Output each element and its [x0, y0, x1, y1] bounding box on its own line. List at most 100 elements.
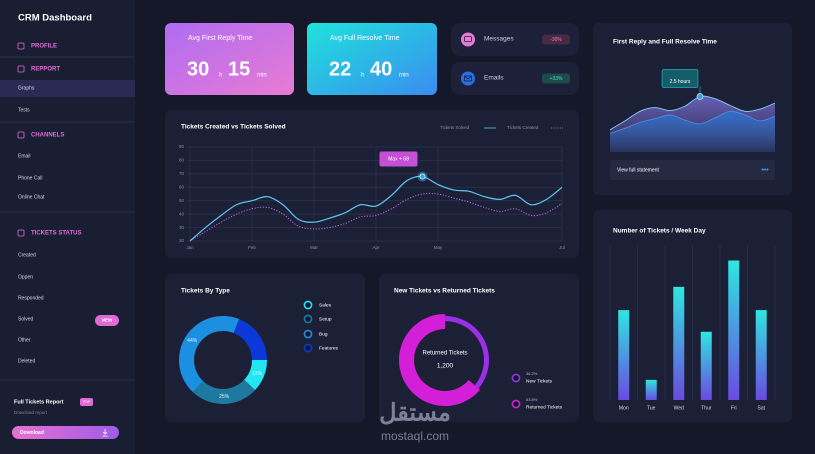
y-tick-label: 70 — [179, 171, 185, 176]
nav-item[interactable]: Other — [18, 337, 31, 343]
legend-marker — [303, 343, 313, 353]
nav-item[interactable]: Phone Call — [18, 175, 42, 181]
section-label[interactable]: TICKETS STATUS — [31, 231, 81, 237]
emails-icon-glyph — [464, 75, 472, 82]
kpi-card — [165, 23, 294, 95]
tooltip-text: Max + 68 — [388, 156, 409, 162]
bar — [755, 310, 767, 400]
donut-card — [379, 274, 579, 422]
kpi-minutes-unit: min — [399, 73, 409, 79]
legend-value: 36.2% — [526, 371, 538, 376]
report-title: Full Tickets Report — [14, 399, 64, 405]
statement-button[interactable] — [610, 160, 775, 180]
area-line — [609, 110, 776, 134]
nav-item[interactable]: Online Chat — [18, 194, 45, 200]
bar — [700, 331, 712, 400]
x-tick-label: Wed — [674, 405, 684, 411]
chart-title: First Reply and Full Resolve Time — [613, 39, 717, 46]
nav-item[interactable]: Oppen — [18, 274, 33, 280]
y-tick-label: 50 — [179, 198, 185, 203]
tooltip — [379, 151, 418, 167]
section-icon — [17, 65, 25, 73]
segment-label: 12% — [252, 371, 263, 377]
x-tick-label: Apr — [372, 245, 380, 250]
x-tick-label: Tue — [647, 405, 656, 411]
nav-item[interactable]: Tests — [18, 107, 30, 113]
donut-center-value: 1,200 — [437, 363, 454, 370]
series-line — [189, 175, 563, 242]
donut-center-label: Returned Tickets — [422, 351, 467, 357]
legend-label: Returned Tickets — [526, 404, 563, 410]
kpi-minutes: 40 — [370, 58, 392, 80]
donut-segment — [244, 360, 267, 391]
bar — [645, 379, 657, 400]
report-subtitle: Download report — [14, 410, 48, 415]
chart-title: Number of Tickets / Week Day — [613, 228, 706, 235]
legend-label: Bug — [319, 331, 328, 337]
legend-marker — [303, 300, 313, 310]
download-button[interactable] — [12, 426, 119, 439]
legend-marker — [303, 329, 313, 339]
donut-segment — [192, 379, 256, 404]
x-tick-label: Jul — [559, 245, 565, 250]
watermark-arabic: مستقل — [379, 399, 451, 426]
more-dots[interactable]: ••• — [761, 167, 769, 174]
sidebar — [0, 0, 135, 454]
nav-item[interactable]: Email — [18, 153, 31, 159]
nav-item[interactable]: Responded — [18, 295, 44, 301]
section-icon — [17, 42, 25, 50]
legend-label: Features — [319, 345, 339, 351]
series-line — [189, 192, 563, 242]
x-tick-label: Thur — [701, 405, 712, 411]
nav-item[interactable]: Graphs — [18, 85, 35, 91]
channel-card[interactable] — [451, 23, 579, 56]
download-button-text[interactable]: Download — [20, 430, 44, 436]
segment-label: 44% — [187, 338, 198, 344]
y-tick-label: 80 — [179, 158, 185, 163]
legend-marker — [511, 399, 521, 409]
statement-button-text[interactable]: View full statement — [617, 167, 659, 173]
bar — [673, 286, 685, 400]
y-tick-label: 60 — [179, 184, 185, 189]
kpi-minutes: 15 — [228, 58, 250, 80]
x-tick-label: Mon — [619, 405, 629, 411]
kpi-hours-unit: h — [219, 73, 222, 79]
channel-change: -30% — [550, 37, 562, 43]
y-tick-label: 30 — [179, 225, 185, 230]
legend-label: Tickets Solved — [440, 125, 470, 130]
y-tick-label: 40 — [179, 211, 185, 216]
section-label[interactable]: REPPORT — [31, 67, 60, 73]
kpi-hours: 22 — [329, 58, 351, 80]
tooltip-marker — [696, 93, 704, 100]
nav-item[interactable]: Created — [18, 252, 36, 258]
chart-title: Tickets Created vs Tickets Solved — [181, 124, 286, 131]
tooltip-text: 2.5 hours — [670, 79, 691, 85]
nav-item[interactable]: Solved — [18, 316, 34, 322]
x-tick-label: Mar — [310, 245, 318, 250]
section-icon — [17, 229, 25, 237]
area-line — [609, 95, 776, 131]
report-tag-text: PDF — [83, 400, 90, 404]
legend-label: Sales — [319, 302, 332, 308]
kpi-minutes-unit: min — [257, 73, 267, 79]
legend-value: 63.8% — [526, 397, 538, 402]
line-card — [165, 110, 579, 258]
section-label[interactable]: CHANNELS — [31, 133, 64, 139]
chart-title: New Tickets vs Returned Tickets — [394, 288, 495, 295]
new-badge-text: NEW — [102, 318, 113, 323]
download-icon — [102, 429, 108, 437]
new-badge — [95, 315, 119, 326]
section-label[interactable]: PROFILE — [31, 44, 57, 50]
bar — [618, 310, 630, 400]
messages-icon — [461, 32, 475, 47]
kpi-hours: 30 — [187, 58, 209, 80]
kpi-title: Avg Full Resolve Time — [330, 35, 400, 42]
legend-marker — [511, 373, 521, 383]
kpi-card — [307, 23, 437, 95]
section-icon — [17, 131, 25, 139]
active-item-bg — [0, 80, 135, 97]
legend-label: Tickets Created — [507, 125, 539, 130]
y-tick-label: 90 — [179, 144, 185, 149]
channel-card[interactable] — [451, 62, 579, 95]
nav-item[interactable]: Deleted — [18, 358, 35, 364]
